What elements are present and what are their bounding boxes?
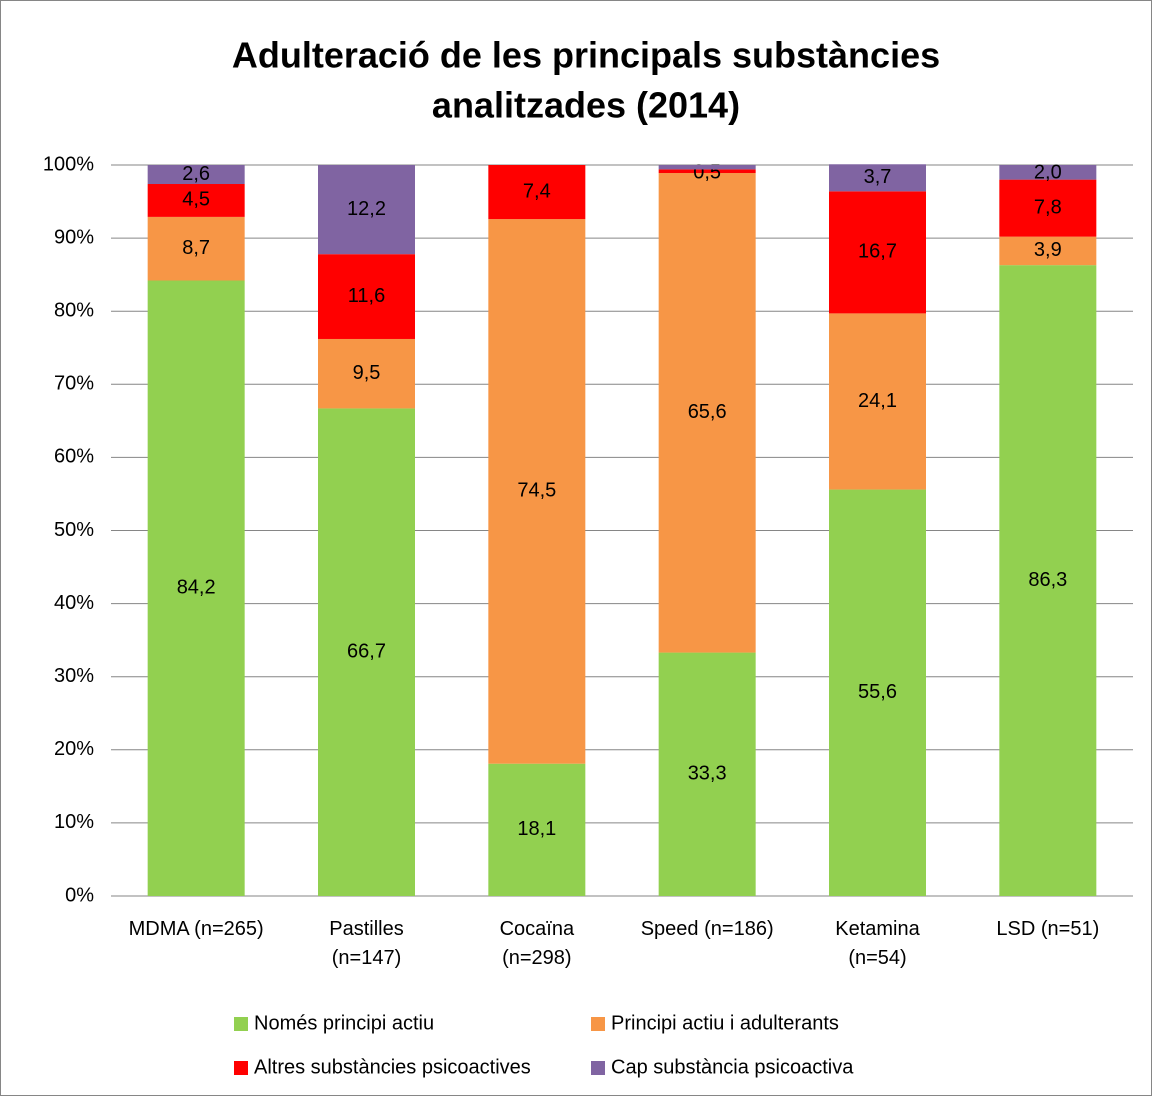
x-tick-label: Speed (n=186)	[641, 918, 774, 940]
x-tick-label-line: Cocaïna	[500, 918, 575, 940]
bar-segment	[999, 165, 1097, 180]
legend-label: Altres substàncies psicoactives	[254, 1056, 531, 1078]
data-label: 2,6	[182, 163, 210, 185]
bar-segment	[147, 184, 245, 217]
legend-swatch	[591, 1017, 605, 1031]
data-label: 65,6	[688, 401, 727, 423]
bar-segment	[658, 652, 756, 896]
data-label: 86,3	[1028, 569, 1067, 591]
x-tick-label-line: (n=54)	[848, 947, 906, 969]
y-tick-label: 90%	[54, 226, 94, 248]
y-tick-label: 100%	[43, 153, 94, 175]
y-tick-label: 50%	[54, 519, 94, 541]
x-tick-label-line: LSD (n=51)	[996, 918, 1099, 940]
data-label: 8,7	[182, 237, 210, 259]
legend-label: Només principi actiu	[254, 1012, 434, 1034]
x-tick-label-line: Pastilles	[329, 918, 403, 940]
y-tick-label: 40%	[54, 592, 94, 614]
chart-title: analitzades (2014)	[432, 85, 740, 126]
bar-segment	[488, 763, 586, 896]
bar-segment	[829, 191, 926, 314]
y-tick-label: 30%	[54, 665, 94, 687]
x-tick-label-line: (n=298)	[502, 947, 572, 969]
bar-segment	[318, 254, 415, 339]
x-tick-label-line: Speed (n=186)	[641, 918, 774, 940]
bar-segment	[318, 165, 415, 255]
y-tick-label: 70%	[54, 373, 94, 395]
legend-label: Principi actiu i adulterants	[611, 1012, 839, 1034]
x-tick-label: Ketamina (n=54)	[835, 918, 920, 969]
legend-swatch	[234, 1061, 248, 1075]
data-label: 9,5	[353, 362, 381, 384]
bar-segment	[999, 179, 1097, 237]
bar-segment	[658, 173, 756, 653]
data-label: 7,8	[1034, 196, 1062, 218]
y-tick-label: 10%	[54, 811, 94, 833]
data-label: 33,3	[688, 763, 727, 785]
bar-segment	[318, 408, 415, 896]
bar-segment	[999, 236, 1097, 266]
x-tick-label: Pastilles (n=147)	[329, 918, 403, 969]
bar-segment	[147, 165, 245, 185]
chart-title: Adulteració de les principals substàncie…	[232, 35, 940, 76]
data-label: 11,6	[348, 285, 385, 307]
data-label: 3,7	[864, 166, 892, 188]
bar-segment	[318, 338, 415, 409]
x-tick-label-line: (n=147)	[332, 947, 402, 969]
data-label: 4,5	[182, 189, 210, 211]
bar-segment	[999, 265, 1097, 897]
data-label: 2,0	[1034, 161, 1062, 183]
bar-segment	[829, 313, 926, 490]
legend-swatch	[591, 1061, 605, 1075]
data-label: 24,1	[858, 390, 897, 412]
bar-segment	[829, 164, 926, 192]
y-tick-label: 60%	[54, 446, 94, 468]
legend-label: Cap substància psicoactiva	[611, 1056, 854, 1078]
data-label: 74,5	[517, 480, 556, 502]
data-label: 12,2	[347, 198, 386, 220]
y-tick-label: 0%	[65, 884, 94, 906]
data-label: 7,4	[523, 180, 551, 202]
bar-segment	[488, 165, 586, 220]
bar-segment	[147, 216, 245, 281]
bar-segment	[147, 280, 245, 896]
x-tick-label: Cocaïna (n=298)	[500, 918, 575, 969]
legend-swatch	[234, 1017, 248, 1031]
data-label: 84,2	[177, 577, 216, 599]
data-label: 16,7	[858, 241, 897, 263]
data-label: 0,5	[693, 161, 721, 183]
x-tick-label: LSD (n=51)	[996, 918, 1099, 940]
data-label: 55,6	[858, 681, 897, 703]
x-tick-label-line: MDMA (n=265)	[129, 918, 264, 940]
bar-segment	[658, 165, 756, 170]
data-label: 18,1	[517, 818, 556, 840]
bar-segment	[488, 219, 586, 764]
data-label: 66,7	[347, 640, 386, 662]
data-label: 3,9	[1034, 239, 1062, 261]
x-tick-label: MDMA (n=265)	[129, 918, 264, 940]
bar-segment	[658, 169, 756, 174]
y-tick-label: 80%	[54, 299, 94, 321]
y-tick-label: 20%	[54, 738, 94, 760]
x-tick-label-line: Ketamina	[835, 918, 920, 940]
bar-segment	[829, 489, 926, 896]
